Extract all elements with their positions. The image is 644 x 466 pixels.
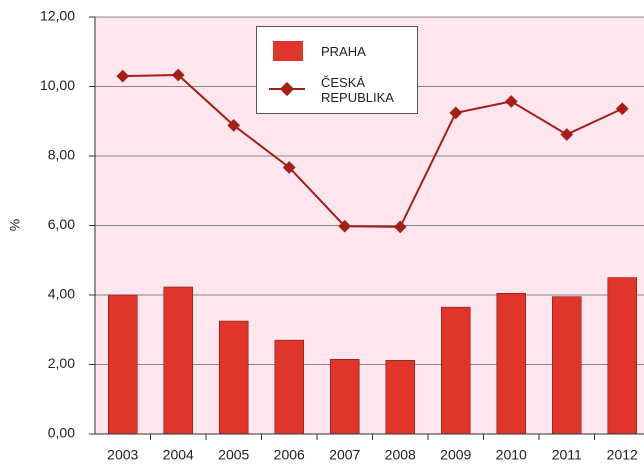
bar [163,286,193,435]
marker [282,161,296,174]
bar [552,296,582,435]
bar [108,294,138,435]
x-tick-label: 2007 [329,447,360,463]
marker [338,219,352,233]
bar [330,358,360,435]
legend-label: PRAHA [321,44,366,59]
legend-marker [279,81,295,97]
y-tick-label: 8,00 [48,147,75,163]
y-tick-label: 0,00 [48,425,75,441]
y-axis-label: % [7,219,23,231]
bar [441,306,471,435]
legend: PRAHA ČESKÁ REPUBLIKA [256,26,418,114]
marker [393,220,407,234]
y-tick-label: 10,00 [40,77,75,93]
legend-label: ČESKÁ REPUBLIKA [321,75,394,105]
x-tick-label: 2006 [274,447,305,463]
marker [449,106,463,120]
bar [496,292,526,435]
x-tick-label: 2011 [552,447,582,463]
bar [219,320,249,435]
x-tick-label: 2003 [107,447,138,463]
y-tick-label: 6,00 [48,216,75,232]
marker [171,68,185,82]
y-tick-label: 12,00 [40,8,75,24]
x-tick-label: 2004 [163,447,194,463]
legend-symbols [269,41,305,97]
y-tick-label: 2,00 [48,355,75,371]
x-tick-label: 2008 [385,447,416,463]
bar [274,339,304,435]
line [122,74,623,228]
bar [607,277,637,435]
marker [227,119,241,132]
x-tick-label: 2010 [496,447,527,463]
x-tick-label: 2005 [218,447,249,463]
x-tick-label: 2009 [440,447,471,463]
legend-swatch [273,41,303,61]
x-tick-label: 2012 [607,447,638,463]
bar [385,360,415,435]
y-tick-label: 4,00 [48,286,75,302]
